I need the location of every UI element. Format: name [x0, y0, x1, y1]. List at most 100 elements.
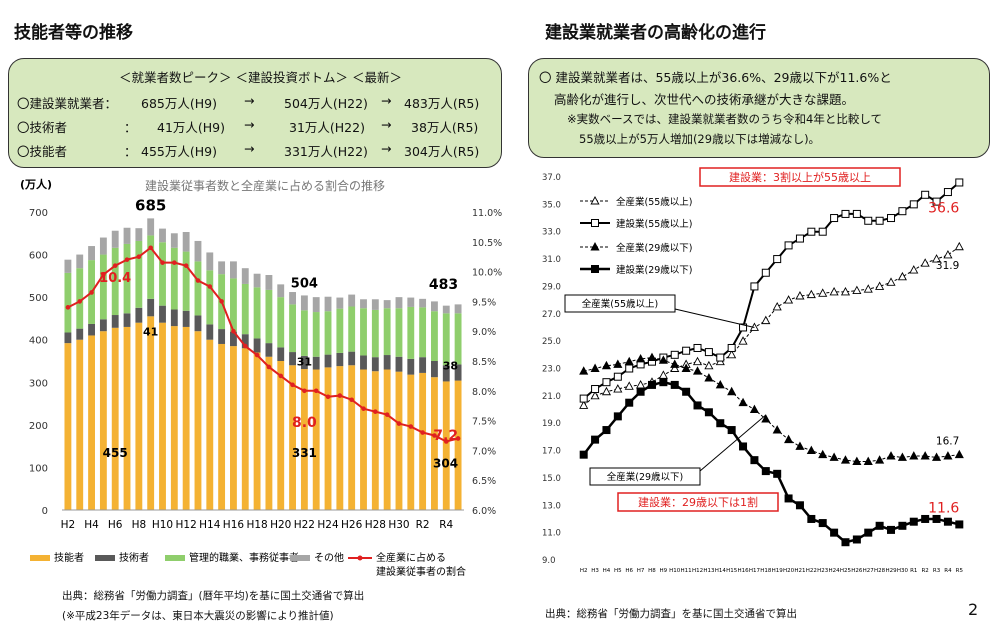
x-tick-label: H10	[669, 568, 681, 574]
y-tick-label: 200	[29, 421, 48, 432]
data-point	[863, 284, 873, 293]
y2-tick-label: 11.0%	[472, 208, 502, 219]
data-point	[682, 387, 691, 396]
right-summary-box: 〇 建設業就業者は、55歳以上が36.6%、29歳以下が11.6%と 高齢化が進…	[528, 58, 990, 158]
data-point	[658, 355, 668, 364]
legend-label: 建設業(29歳以下)	[616, 264, 693, 276]
bar-segment	[206, 252, 214, 271]
bar-segment	[348, 294, 356, 307]
x-tick-label: H24	[317, 519, 339, 531]
bar-segment	[300, 369, 308, 510]
series-2	[579, 352, 964, 465]
data-point	[773, 469, 782, 478]
data-point	[955, 520, 964, 529]
ratio-point	[408, 424, 414, 429]
data-point	[920, 258, 930, 267]
data-point	[898, 521, 907, 530]
bar-segment	[111, 230, 119, 248]
data-point	[886, 277, 896, 286]
data-label: 483	[429, 277, 458, 293]
data-point	[943, 451, 953, 460]
callout-bottom: 建設業：29歳以下は1割	[638, 495, 758, 509]
bar-segment	[300, 295, 308, 311]
bar-segment	[454, 364, 462, 381]
bar-segment	[230, 278, 237, 332]
y-tick-label: 11.0	[542, 529, 561, 539]
ratio-point	[455, 436, 461, 441]
label-box	[589, 467, 701, 486]
data-point	[921, 190, 930, 199]
data-point	[875, 455, 885, 464]
bar-segment	[383, 369, 391, 510]
leader-line	[674, 308, 755, 328]
legend-label: 技能者	[54, 551, 84, 564]
bar-segment	[395, 308, 403, 357]
row-latest: 304万人(R5)	[404, 144, 480, 159]
data-point	[636, 353, 646, 363]
bar-segment	[348, 306, 356, 352]
data-point	[590, 363, 600, 372]
data-point	[715, 379, 725, 389]
y-tick-label: 15.0	[542, 474, 561, 484]
x-tick-label: H27	[863, 568, 875, 574]
x-tick-label: R2	[416, 519, 430, 531]
ratio-point	[172, 260, 177, 265]
bar-segment	[360, 299, 367, 309]
bar-segment	[99, 237, 107, 255]
data-point	[727, 426, 736, 435]
bar-segment	[431, 377, 438, 510]
y-tick-label: 17.0	[542, 447, 561, 457]
data-point	[784, 494, 793, 503]
x-tick-label: R4	[944, 568, 952, 574]
data-point	[682, 346, 691, 355]
summary-row: 〇技能者 ： 455万人(H9) → 331万人(H22) → 304万人(R5…	[9, 141, 499, 163]
bar-segment	[431, 361, 438, 378]
summary-line-2: 高齢化が進行し、次世代への技術承継が大きな課題。	[554, 92, 855, 107]
bar-segment	[371, 371, 379, 510]
x-tick-label: H18	[760, 568, 772, 574]
bar-segment	[218, 261, 226, 275]
data-point	[852, 456, 862, 465]
data-point	[772, 425, 782, 434]
data-point	[909, 517, 918, 526]
data-point	[750, 456, 759, 465]
legend-label: 建設業従事者の割合	[376, 565, 466, 578]
x-tick-label: H20	[783, 568, 795, 574]
bar-segment	[111, 315, 119, 328]
data-label: 7.2	[433, 428, 458, 444]
data-point	[670, 363, 680, 372]
legend-label: 全産業に占める	[376, 551, 446, 564]
data-point	[750, 282, 759, 291]
ratio-point	[325, 394, 331, 400]
data-point	[727, 386, 737, 396]
row-latest: 38万人(R5)	[411, 120, 479, 135]
x-tick-label: H16	[737, 568, 749, 574]
end-label-con55: 36.6	[928, 200, 959, 216]
data-point	[624, 356, 634, 366]
x-tick-label: R4	[439, 519, 453, 531]
data-point	[591, 219, 599, 227]
x-tick-label: H21	[794, 568, 805, 574]
data-point	[692, 356, 703, 366]
arrow-2: →	[381, 117, 392, 132]
data-point	[624, 381, 634, 390]
data-label: 31	[297, 355, 312, 368]
x-tick-label: H14	[715, 568, 727, 574]
bar-segment	[454, 304, 462, 314]
legend-label: 全産業(29歳以下)	[616, 242, 693, 254]
y-tick-label: 23.0	[542, 365, 561, 375]
data-point	[727, 343, 736, 352]
data-point	[579, 366, 589, 375]
bar-segment	[147, 316, 155, 510]
data-point	[613, 359, 623, 368]
y-tick-label: 19.0	[542, 419, 561, 429]
data-point	[795, 234, 804, 243]
bar-segment	[336, 366, 344, 510]
ratio-point	[337, 393, 343, 398]
data-point	[909, 451, 919, 460]
bar-segment	[147, 218, 155, 236]
data-point	[579, 394, 588, 403]
arrow-1: →	[244, 141, 255, 156]
data-point	[579, 400, 589, 409]
y-tick-label: 500	[29, 293, 48, 304]
